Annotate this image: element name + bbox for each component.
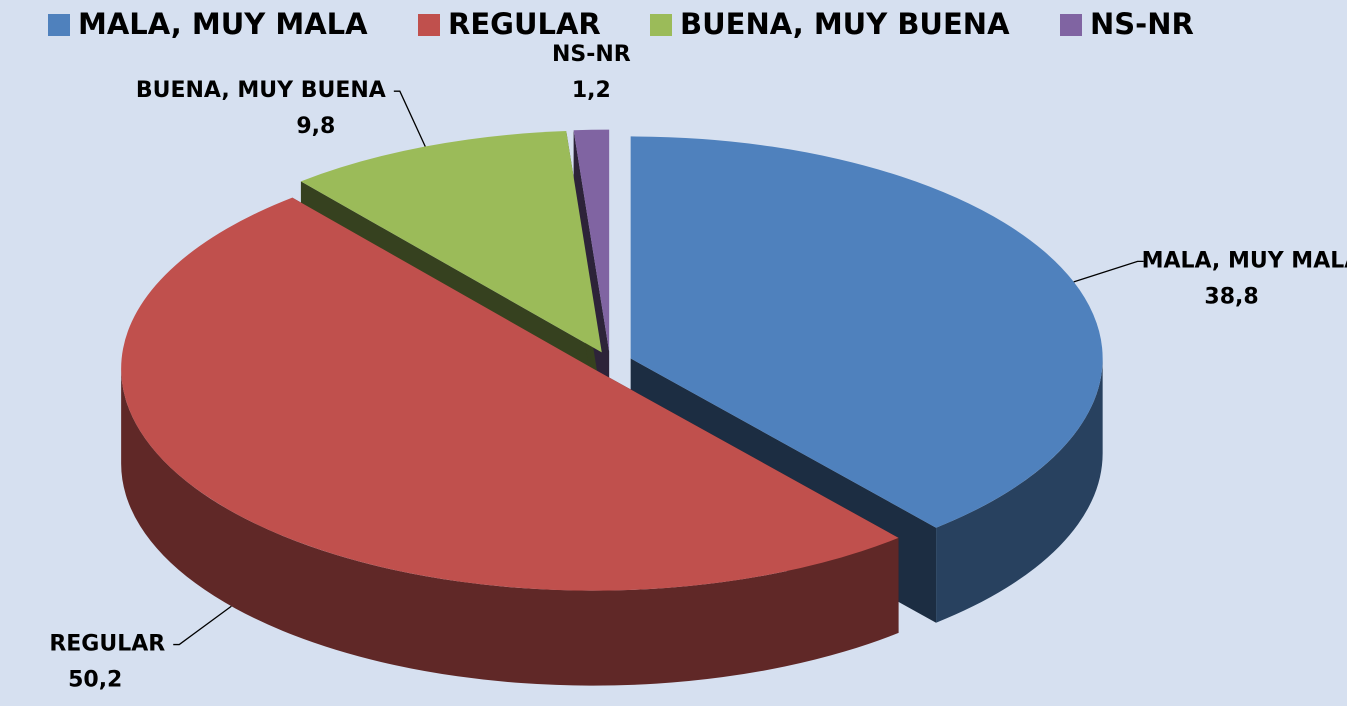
leader-line <box>393 90 426 147</box>
slice-side <box>936 358 1103 623</box>
legend-label: REGULAR <box>448 7 601 41</box>
pie-slice <box>300 131 602 353</box>
data-label-name: BUENA, MUY BUENA <box>136 78 386 103</box>
legend-label: NS-NR <box>1090 7 1194 41</box>
pie-slice <box>573 129 610 352</box>
data-label-value: 1,2 <box>572 78 611 103</box>
legend-swatch <box>650 14 672 36</box>
legend-swatch <box>1060 14 1082 36</box>
pie-slice <box>630 136 1103 528</box>
legend-label: MALA, MUY MALA <box>78 7 368 41</box>
leader-line <box>173 605 232 646</box>
legend-swatch <box>48 14 70 36</box>
legend-label: BUENA, MUY BUENA <box>680 7 1010 41</box>
pie-tops <box>121 129 1103 591</box>
data-label-name: REGULAR <box>49 632 165 657</box>
slice-side <box>121 368 899 686</box>
data-label-value: 38,8 <box>1204 284 1258 309</box>
pie-slice <box>121 197 899 591</box>
legend-swatch <box>418 14 440 36</box>
data-label-name: MALA, MUY MALA <box>1142 248 1347 273</box>
data-label-value: 9,8 <box>296 114 335 139</box>
data-label-value: 50,2 <box>68 668 122 693</box>
data-label-name: NS-NR <box>552 42 631 67</box>
leader-line <box>1073 260 1144 283</box>
